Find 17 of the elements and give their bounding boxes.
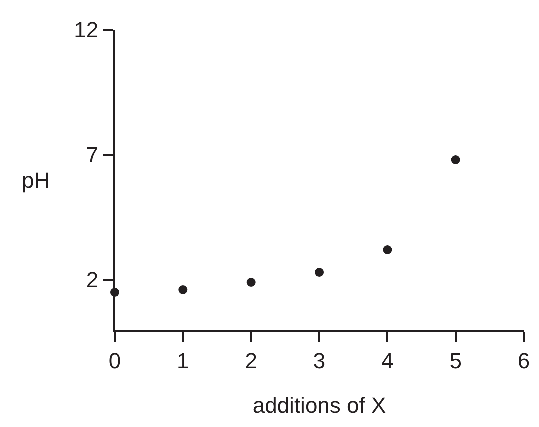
x-tick-label: 4 bbox=[382, 348, 394, 374]
x-tick-label: 3 bbox=[313, 348, 326, 374]
point bbox=[315, 268, 324, 277]
x-tick-label: 6 bbox=[518, 348, 530, 374]
x-tick-label: 2 bbox=[245, 348, 258, 374]
y-axis-title: pH bbox=[22, 168, 50, 193]
point bbox=[451, 156, 460, 164]
y-tick-label: 2 bbox=[86, 268, 99, 293]
point bbox=[178, 286, 188, 294]
y-tick-label: 12 bbox=[74, 18, 99, 43]
y-tick-label: 7 bbox=[86, 142, 99, 168]
point bbox=[383, 246, 392, 254]
point bbox=[246, 278, 256, 287]
x-tick-label: 1 bbox=[177, 348, 190, 374]
x-tick-label: 5 bbox=[450, 348, 462, 374]
x-tick-label: 0 bbox=[108, 348, 122, 374]
x-axis-title: additions of X bbox=[252, 392, 386, 418]
